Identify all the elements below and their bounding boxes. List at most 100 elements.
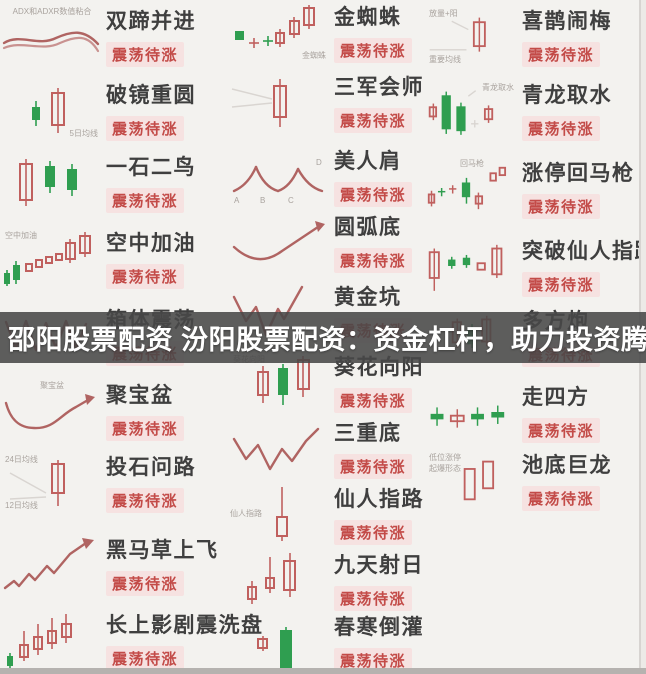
pattern-entry: 回马枪 涨停回马枪 震荡待涨: [426, 158, 635, 219]
pattern-name: 聚宝盆: [106, 384, 174, 407]
pattern-entry: 放量+阳 重要均线 喜鹊闹梅 震荡待涨: [426, 6, 612, 67]
status-badge: 震荡待涨: [106, 646, 185, 671]
status-badge: 震荡待涨: [522, 194, 601, 219]
pattern-name: 美人肩: [334, 150, 402, 173]
status-badge: 震荡待涨: [334, 388, 413, 413]
upper-shadow-candles-icon: [2, 611, 102, 669]
icon-caption: ADX和ADXR数值粘合: [12, 7, 92, 16]
pattern-name: 青龙取水: [522, 84, 612, 107]
candlestick-icon: 5日均线: [2, 81, 102, 139]
status-badge: 震荡待涨: [106, 264, 185, 289]
pattern-name: 黑马草上飞: [106, 539, 219, 562]
pattern-name: 破镜重圆: [106, 84, 196, 107]
rising-arrow-line-icon: [2, 536, 102, 594]
pattern-entry: 一石二鸟 震荡待涨: [2, 152, 196, 213]
status-badge: 震荡待涨: [522, 486, 601, 511]
spider-candles-icon: 金蜘蛛: [230, 3, 330, 61]
status-badge: 震荡待涨: [522, 418, 601, 443]
pattern-entry: ADX和ADXR数值粘合 双蹄并进 震荡待涨: [2, 6, 196, 67]
long-wick-candle-icon: 24日均线 12日均线: [2, 453, 102, 511]
pullback-candles-icon: 回马枪: [426, 159, 518, 217]
long-upper-wick-candle-icon: 仙人指路: [230, 485, 330, 543]
icon-caption: 5日均线: [69, 129, 98, 138]
pattern-name: 金蜘蛛: [334, 6, 402, 29]
pattern-entry: 5日均线 破镜重圆 震荡待涨: [2, 80, 196, 141]
icon-caption: 仙人指路: [230, 509, 262, 518]
icon-caption: 聚宝盆: [40, 381, 64, 390]
pattern-name: 空中加油: [106, 232, 196, 255]
pattern-entry: 低位涨停 起爆形态 池底巨龙 震荡待涨: [426, 450, 612, 511]
dragon-water-candles-icon: 青龙取水: [426, 81, 518, 139]
status-badge: 震荡待涨: [334, 248, 413, 273]
pattern-name: 九天射日: [334, 554, 424, 577]
pattern-name: 涨停回马枪: [522, 162, 635, 185]
dual-wavy-line-chart-icon: ADX和ADXR数值粘合: [2, 7, 102, 65]
pattern-name: 喜鹊闹梅: [522, 10, 612, 33]
pattern-name: 一石二鸟: [106, 156, 196, 179]
status-badge: 震荡待涨: [106, 571, 185, 596]
pattern-name: 长上影剧震洗盘: [106, 614, 264, 637]
triple-bottom-zigzag-icon: [230, 419, 330, 477]
pattern-entry: 聚宝盆 聚宝盆 震荡待涨: [2, 380, 185, 441]
svg-text:B: B: [260, 196, 265, 205]
status-badge: 震荡待涨: [334, 38, 413, 63]
svg-text:D: D: [316, 158, 322, 167]
pattern-name: 投石问路: [106, 456, 196, 479]
status-badge: 震荡待涨: [334, 108, 413, 133]
pattern-entry: 三重底 震荡待涨: [230, 418, 413, 479]
icon-caption: 金蜘蛛: [302, 51, 326, 60]
pattern-entry: 九天射日 震荡待涨: [230, 550, 424, 611]
ad-banner: 邵阳股票配资 汾阳股票配资：资金杠杆，助力投资腾飞: [0, 312, 646, 363]
candlestick-icon: [2, 153, 102, 211]
status-badge: 震荡待涨: [334, 520, 413, 545]
bowl-curve-icon: 聚宝盆: [2, 381, 102, 439]
pattern-entry: 走四方 震荡待涨: [426, 382, 601, 443]
pattern-name: 池底巨龙: [522, 454, 612, 477]
status-badge: 震荡待涨: [106, 42, 185, 67]
status-badge: 震荡待涨: [106, 116, 185, 141]
pattern-entry: 青龙取水 青龙取水 震荡待涨: [426, 80, 612, 141]
pattern-entry: 金蜘蛛 金蜘蛛 震荡待涨: [230, 2, 413, 63]
single-candle-icon: [230, 73, 330, 131]
status-badge: 震荡待涨: [522, 42, 601, 67]
icon-caption: 回马枪: [460, 159, 484, 168]
pattern-name: 圆弧底: [334, 216, 402, 239]
pattern-name: 突破仙人指路: [522, 240, 646, 263]
arc-bottom-curve-icon: [230, 213, 330, 271]
pattern-entry: 圆弧底 震荡待涨: [230, 212, 413, 273]
pattern-entry: 空中加油 空中加油 震荡待涨: [2, 228, 196, 289]
pattern-name: 双蹄并进: [106, 10, 196, 33]
twin-candles-icon: 低位涨停 起爆形态: [426, 451, 518, 509]
pattern-name: 走四方: [522, 386, 590, 409]
pattern-name: 三重底: [334, 422, 402, 445]
four-cross-candles-icon: [426, 383, 518, 441]
volume-candle-icon: 放量+阳 重要均线: [426, 7, 518, 65]
status-badge: 震荡待涨: [106, 416, 185, 441]
pattern-entry: 仙人指路 仙人指路 震荡待涨: [230, 484, 424, 545]
pattern-entry: 黑马草上飞 震荡待涨: [2, 535, 219, 596]
icon-caption: 低位涨停: [429, 453, 461, 462]
pattern-entry: 突破仙人指路 震荡待涨: [426, 236, 646, 297]
icon-caption: 青龙取水: [482, 83, 514, 92]
bottom-strip: [0, 668, 646, 674]
status-badge: 震荡待涨: [334, 586, 413, 611]
pattern-entry: A B C D 美人肩 震荡待涨: [230, 146, 413, 207]
pattern-entry: 长上影剧震洗盘 震荡待涨: [2, 610, 264, 671]
spring-flood-candles-icon: [230, 613, 330, 671]
pattern-name: 三军会师: [334, 76, 424, 99]
pattern-name: 黄金坑: [334, 286, 402, 309]
icon-caption: 24日均线: [5, 455, 38, 464]
icon-caption: 空中加油: [5, 231, 37, 240]
shoulder-curves-icon: A B C D: [230, 147, 330, 205]
status-badge: 震荡待涨: [334, 182, 413, 207]
svg-text:A: A: [234, 196, 240, 205]
status-badge: 震荡待涨: [522, 116, 601, 141]
breakout-candles-icon: [426, 237, 518, 295]
icon-caption: 重要均线: [429, 55, 461, 64]
shooting-sun-candles-icon: [230, 551, 330, 609]
status-badge: 震荡待涨: [106, 188, 185, 213]
status-badge: 震荡待涨: [334, 454, 413, 479]
pattern-name: 春寒倒灌: [334, 616, 424, 639]
pattern-name: 仙人指路: [334, 488, 424, 511]
